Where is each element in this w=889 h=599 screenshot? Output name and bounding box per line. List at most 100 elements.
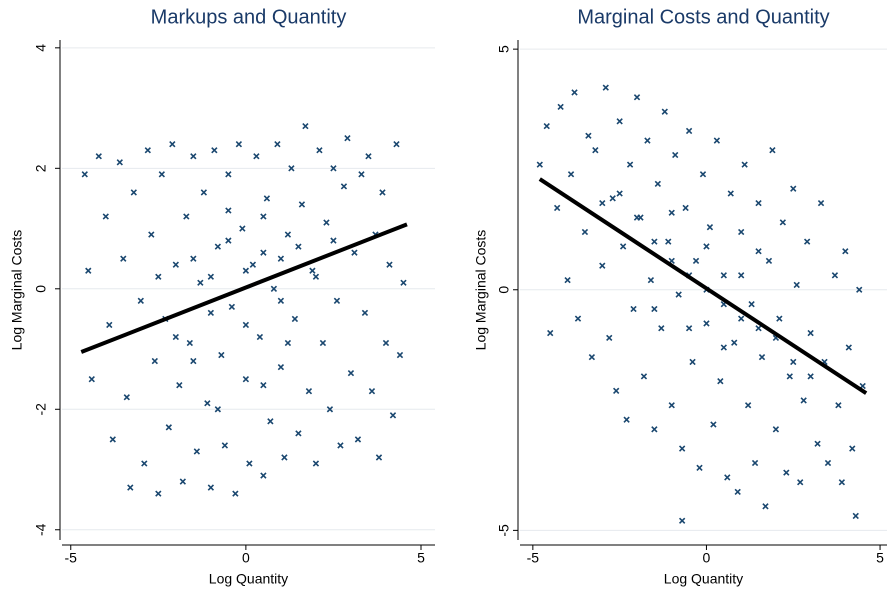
- point: [302, 122, 309, 130]
- point: [340, 183, 348, 190]
- point: [744, 402, 752, 409]
- point: [849, 445, 856, 452]
- point: [382, 339, 390, 347]
- point: [710, 421, 717, 428]
- point: [207, 309, 215, 317]
- point: [696, 464, 703, 471]
- point: [703, 243, 710, 250]
- point: [856, 286, 863, 293]
- point: [842, 248, 849, 255]
- point: [706, 224, 714, 231]
- point: [588, 353, 596, 361]
- point: [623, 416, 630, 423]
- y-axis-label: Log Marginal Costs: [9, 230, 25, 351]
- y-tick-label: 0: [496, 286, 512, 294]
- point: [190, 153, 197, 160]
- point: [155, 490, 162, 497]
- point: [179, 478, 186, 485]
- fit-line: [538, 177, 868, 395]
- y-tick-label: -4: [33, 523, 49, 536]
- point: [581, 228, 589, 236]
- point: [626, 161, 634, 168]
- point: [651, 238, 658, 245]
- point: [120, 255, 127, 262]
- point: [109, 436, 116, 443]
- point: [606, 334, 613, 342]
- point: [720, 272, 727, 279]
- point: [797, 479, 804, 486]
- point: [309, 267, 316, 274]
- point: [141, 460, 148, 467]
- point: [807, 373, 814, 380]
- point: [186, 339, 194, 347]
- point: [609, 195, 616, 202]
- point: [738, 272, 745, 279]
- chart-title: Marginal Costs and Quantity: [577, 6, 829, 28]
- point: [564, 276, 571, 284]
- point: [790, 185, 797, 192]
- point: [207, 273, 215, 280]
- point: [647, 276, 655, 284]
- point: [144, 147, 151, 154]
- point: [713, 137, 721, 144]
- point: [312, 273, 320, 280]
- point: [651, 426, 658, 433]
- point: [685, 127, 693, 135]
- point: [630, 305, 637, 313]
- point: [599, 262, 606, 269]
- point: [225, 207, 232, 214]
- point: [758, 353, 766, 361]
- point: [228, 303, 236, 311]
- point: [741, 161, 748, 168]
- point: [330, 237, 337, 244]
- y-tick-label: 2: [33, 164, 49, 172]
- x-axis-label: Log Quantity: [209, 571, 288, 587]
- point: [547, 329, 554, 337]
- point: [277, 297, 285, 305]
- point: [256, 333, 264, 341]
- point: [727, 190, 734, 197]
- point: [755, 325, 762, 332]
- point: [852, 512, 859, 520]
- point: [242, 375, 250, 383]
- point: [207, 484, 215, 491]
- point: [281, 454, 288, 461]
- point: [685, 325, 693, 332]
- point: [347, 369, 355, 377]
- point: [571, 89, 578, 96]
- chart-title: Markups and Quantity: [151, 6, 347, 28]
- point: [717, 378, 724, 385]
- point: [358, 171, 365, 178]
- point: [368, 388, 376, 395]
- point: [613, 387, 620, 394]
- point: [543, 122, 550, 130]
- point: [225, 171, 232, 178]
- point: [291, 315, 299, 323]
- point: [668, 209, 675, 216]
- point: [249, 261, 257, 268]
- point: [172, 261, 179, 268]
- point: [738, 315, 745, 322]
- point: [672, 151, 679, 159]
- point: [731, 339, 738, 346]
- point: [316, 147, 323, 154]
- point: [267, 418, 274, 425]
- point: [803, 238, 811, 245]
- point: [557, 103, 564, 111]
- point: [242, 267, 250, 274]
- point: [361, 309, 369, 317]
- point: [137, 297, 144, 305]
- point: [720, 344, 727, 351]
- point: [585, 132, 592, 139]
- point: [675, 291, 682, 298]
- point: [148, 231, 155, 238]
- point: [183, 213, 190, 220]
- point: [616, 190, 623, 197]
- point: [298, 201, 306, 208]
- point: [738, 228, 745, 236]
- point: [734, 488, 741, 496]
- point: [232, 490, 239, 497]
- point: [814, 440, 821, 447]
- point: [602, 84, 609, 91]
- point: [200, 189, 208, 196]
